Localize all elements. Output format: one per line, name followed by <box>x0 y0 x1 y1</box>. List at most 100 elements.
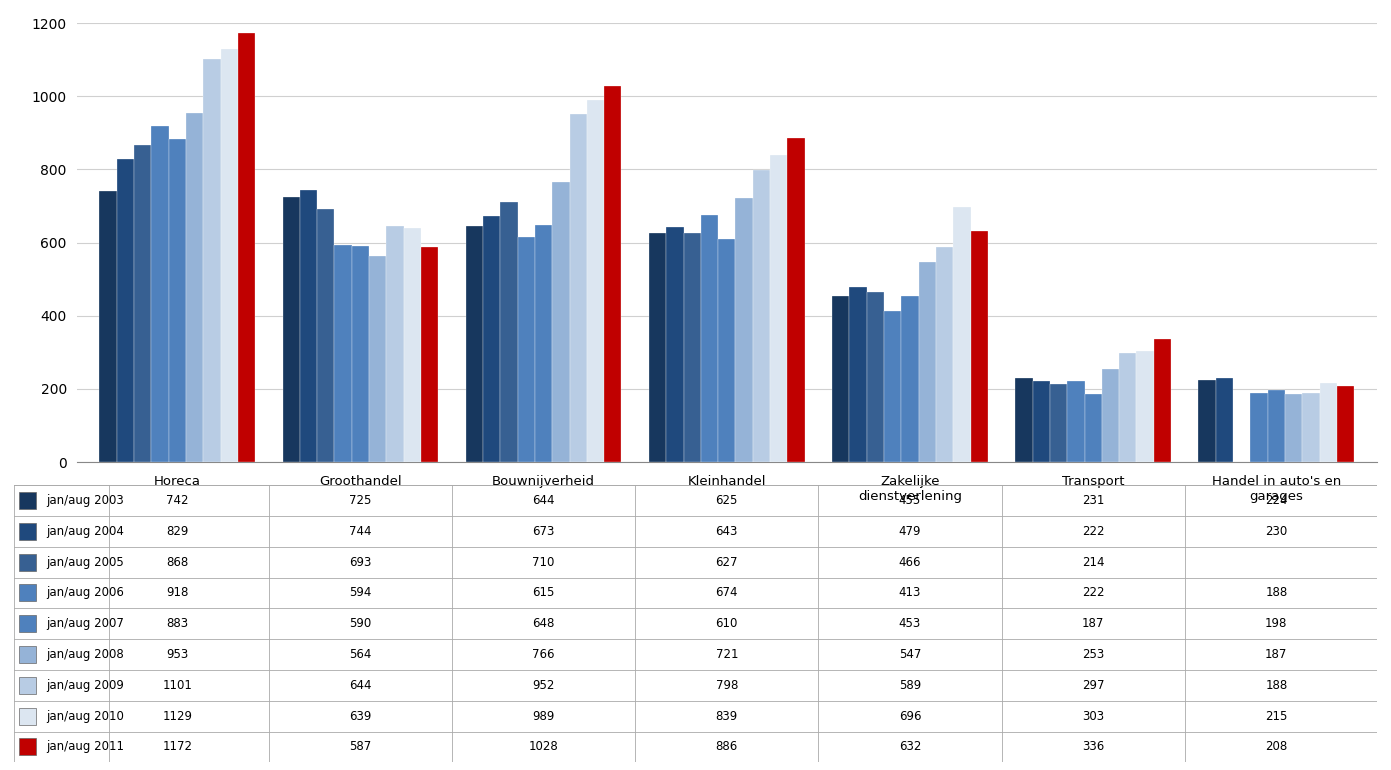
Text: 589: 589 <box>899 679 921 691</box>
Bar <box>1251 393 1267 462</box>
Bar <box>1199 380 1216 462</box>
Text: 886: 886 <box>716 741 737 753</box>
Bar <box>1153 339 1171 462</box>
Bar <box>134 145 152 462</box>
Text: 625: 625 <box>715 494 739 507</box>
Bar <box>867 292 885 462</box>
Text: 744: 744 <box>349 525 371 537</box>
Bar <box>282 197 300 462</box>
Bar <box>666 227 683 462</box>
Bar <box>918 262 936 462</box>
Text: 1172: 1172 <box>163 741 192 753</box>
Text: 643: 643 <box>715 525 739 537</box>
Text: 610: 610 <box>715 618 739 630</box>
Text: 648: 648 <box>533 618 555 630</box>
Text: 215: 215 <box>1266 710 1288 722</box>
Text: 644: 644 <box>533 494 555 507</box>
Bar <box>1320 383 1337 462</box>
Text: 839: 839 <box>716 710 737 722</box>
Bar <box>501 203 517 462</box>
Bar <box>953 207 971 462</box>
Bar <box>701 216 718 462</box>
Text: jan/aug 2004: jan/aug 2004 <box>47 525 125 537</box>
Text: jan/aug 2007: jan/aug 2007 <box>47 618 125 630</box>
Text: 188: 188 <box>1266 679 1288 691</box>
Text: 231: 231 <box>1082 494 1104 507</box>
Bar <box>832 296 850 462</box>
Bar <box>186 113 203 462</box>
Bar <box>1015 377 1032 462</box>
Text: 615: 615 <box>533 587 555 599</box>
Bar <box>369 256 387 462</box>
Text: 297: 297 <box>1082 679 1104 691</box>
Text: 627: 627 <box>715 556 739 568</box>
Bar <box>753 170 771 462</box>
Text: 918: 918 <box>166 587 188 599</box>
Text: 766: 766 <box>533 648 555 661</box>
Bar <box>1267 390 1285 462</box>
Bar <box>885 311 901 462</box>
Text: 953: 953 <box>166 648 188 661</box>
Bar <box>19 554 36 571</box>
Text: 224: 224 <box>1264 494 1288 507</box>
Text: 644: 644 <box>349 679 371 691</box>
Text: 710: 710 <box>533 556 555 568</box>
Bar <box>1285 393 1302 462</box>
Bar <box>604 86 622 462</box>
Text: 466: 466 <box>899 556 921 568</box>
Bar <box>1216 378 1232 462</box>
Bar <box>536 225 552 462</box>
Text: jan/aug 2011: jan/aug 2011 <box>47 741 125 753</box>
Text: 453: 453 <box>899 618 921 630</box>
Text: 208: 208 <box>1266 741 1288 753</box>
Text: 868: 868 <box>166 556 188 568</box>
Text: 594: 594 <box>349 587 371 599</box>
Text: 547: 547 <box>899 648 921 661</box>
Bar <box>650 233 666 462</box>
Text: 883: 883 <box>166 618 188 630</box>
Text: 253: 253 <box>1082 648 1104 661</box>
Bar <box>352 246 369 462</box>
Bar <box>850 286 867 462</box>
Text: 303: 303 <box>1082 710 1104 722</box>
Text: 590: 590 <box>349 618 371 630</box>
Bar <box>901 296 918 462</box>
Bar <box>552 182 569 462</box>
Text: 413: 413 <box>899 587 921 599</box>
Bar <box>569 114 587 462</box>
Bar <box>300 190 317 462</box>
Bar <box>19 615 36 632</box>
Text: 989: 989 <box>533 710 555 722</box>
Bar <box>19 738 36 755</box>
Bar <box>387 226 403 462</box>
Text: 1101: 1101 <box>163 679 192 691</box>
Text: jan/aug 2003: jan/aug 2003 <box>47 494 124 507</box>
Bar <box>19 523 36 540</box>
Bar <box>317 209 334 462</box>
Text: 230: 230 <box>1266 525 1288 537</box>
Bar <box>19 646 36 663</box>
Text: 742: 742 <box>166 494 189 507</box>
Text: 587: 587 <box>349 741 371 753</box>
Text: 632: 632 <box>899 741 921 753</box>
Text: 829: 829 <box>166 525 188 537</box>
Text: 721: 721 <box>715 648 739 661</box>
Text: 693: 693 <box>349 556 371 568</box>
Bar <box>971 231 988 462</box>
Bar <box>517 237 536 462</box>
Text: 674: 674 <box>715 587 739 599</box>
Text: 1028: 1028 <box>529 741 559 753</box>
Text: 696: 696 <box>899 710 921 722</box>
Text: 639: 639 <box>349 710 371 722</box>
Bar <box>19 492 36 509</box>
Bar <box>1085 393 1102 462</box>
Text: jan/aug 2009: jan/aug 2009 <box>47 679 125 691</box>
Text: 798: 798 <box>715 679 739 691</box>
Text: 725: 725 <box>349 494 371 507</box>
Bar <box>19 584 36 601</box>
Bar <box>203 59 221 462</box>
Bar <box>19 677 36 694</box>
Bar <box>221 49 238 462</box>
Bar <box>238 33 255 462</box>
Text: 564: 564 <box>349 648 371 661</box>
